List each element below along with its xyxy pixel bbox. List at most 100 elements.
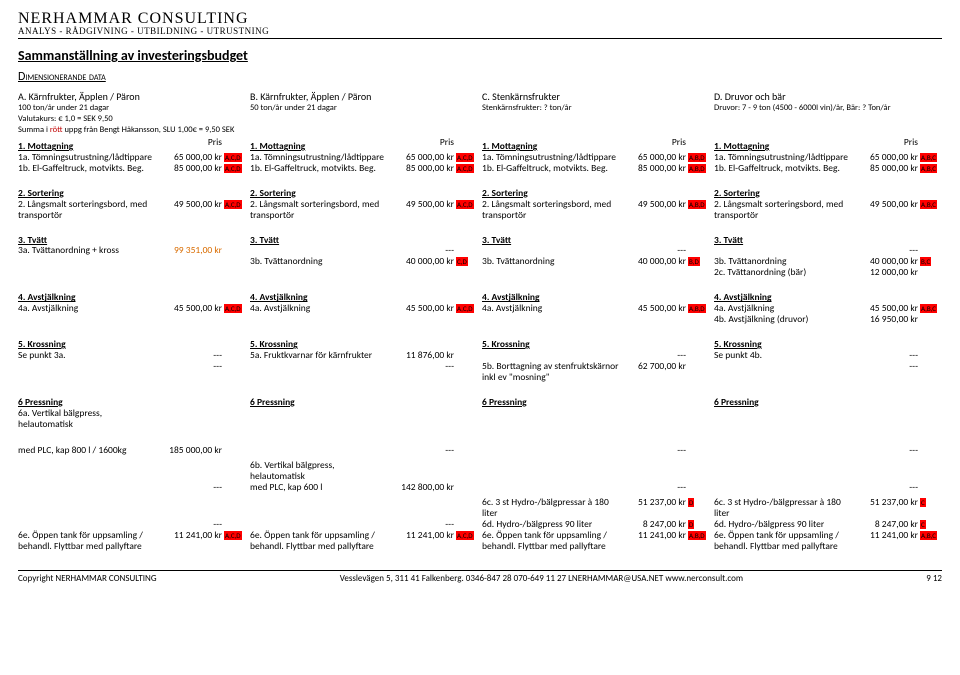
column-sub: Stenkärnsfrukter: ? ton/år: [482, 103, 710, 113]
cell-price: 45 500,00 kr: [392, 303, 454, 314]
column-head: A. Kärnfrukter, Äpplen / Päron: [18, 90, 246, 103]
cell-tag: [224, 256, 246, 257]
cell-tag: [456, 314, 478, 315]
section-head: 2. Sortering: [482, 188, 624, 199]
cell-text: 2. Långsmalt sorteringsbord, med transpo…: [714, 199, 856, 221]
cell-tag: A,C,D: [456, 530, 478, 540]
cell-text: 3b. Tvättanordning: [250, 256, 392, 267]
cell-tag: [456, 445, 478, 446]
cell-tag: A,B,C: [920, 152, 942, 162]
section-head: 2. Sortering: [714, 188, 856, 199]
cell-text: 4a. Avstjälkning: [18, 303, 160, 314]
cell-price: 49 500,00 kr: [160, 199, 222, 210]
column-head: C. Stenkärnsfrukter: [482, 90, 710, 103]
cell-tag: [456, 350, 478, 351]
cell-tag: [456, 245, 478, 246]
cell-tag: [920, 314, 942, 323]
column-head: D. Druvor och bär: [714, 90, 942, 103]
cell-tag: A,C,D: [456, 163, 478, 173]
cell-text: 4a. Avstjälkning: [250, 303, 392, 314]
cell-price: 45 500,00 kr: [160, 303, 222, 314]
cell-price: ---: [856, 361, 918, 372]
cell-text: Se punkt 3a.: [18, 350, 160, 361]
section-head: 2. Sortering: [250, 188, 392, 199]
page-title: Sammanställning av investeringsbudget: [18, 47, 942, 64]
footer-rule: [18, 570, 942, 571]
section-head: 2. Sortering: [18, 188, 160, 199]
cell-text: 5a. Fruktkvarnar för kärnfrukter: [250, 350, 392, 361]
cell-tag: [688, 314, 710, 315]
cell-text: 2. Långsmalt sorteringsbord, med transpo…: [250, 199, 392, 221]
cell-price: 40 000,00 kr: [392, 256, 454, 267]
cell-text: 4a. Avstjälkning: [482, 303, 624, 314]
cell-tag: [224, 408, 246, 409]
cell-text: 1a. Tömningsutrustning/lådtippare: [482, 152, 624, 163]
cell-price: ---: [624, 445, 686, 456]
cell-price: 62 700,00 kr: [624, 361, 686, 372]
column-headers: A. Kärnfrukter, Äpplen / Päron100 ton/år…: [18, 90, 942, 113]
cell-text: 2c. Tvättanordning (bär): [714, 267, 856, 278]
column-sub: 50 ton/år under 21 dagar: [250, 103, 478, 113]
cell-text: 6e. Öppen tank för uppsamling / behandl.…: [18, 530, 160, 552]
cell-price: 51 237,00 kr: [856, 497, 918, 508]
cell-tag: [224, 314, 246, 315]
cell-tag: A,C,D: [224, 303, 246, 313]
cell-price: 85 000,00 kr: [856, 163, 918, 174]
section-head: 3. Tvätt: [714, 235, 856, 246]
cell-tag: [688, 482, 710, 483]
cell-text: 5b. Borttagning av stenfruktskärnor inkl…: [482, 361, 624, 383]
cell-text: 6d. Hydro-/bälgpress 90 liter: [482, 519, 624, 530]
cell-tag: A,B,C: [920, 163, 942, 173]
column-sub: 100 ton/år under 21 dagar: [18, 103, 246, 113]
company-tagline: ANALYS - RÅDGIVNING - UTBILDNING - UTRUS…: [18, 26, 942, 36]
cell-price: 49 500,00 kr: [624, 199, 686, 210]
cell-tag: A,B,C: [920, 530, 942, 540]
column-sub: Druvor: 7 - 9 ton (4500 - 6000l vin)/år,…: [714, 103, 942, 113]
cell-tag: [688, 445, 710, 446]
cell-price: 11 241,00 kr: [160, 530, 222, 541]
cell-tag: [920, 408, 942, 409]
cell-text: 6c. 3 st Hydro-/bälgpressar à 180 liter: [714, 497, 856, 519]
cell-text: 1b. El-Gaffeltruck, motvikts. Beg.: [714, 163, 856, 174]
cell-tag: A,B,D: [688, 530, 710, 540]
column-head: B. Kärnfrukter, Äpplen / Päron: [250, 90, 478, 103]
cell-tag: A,C,D: [224, 163, 246, 173]
section-head: 1. Mottagning: [18, 141, 160, 152]
section-head: 6 Pressning: [482, 397, 624, 408]
cell-tag: [456, 482, 478, 491]
section-head: 4. Avstjälkning: [714, 292, 856, 303]
cell-price: 85 000,00 kr: [392, 163, 454, 174]
cell-price: 16 950,00 kr: [856, 314, 918, 325]
cell-tag: A,B,C: [920, 199, 942, 209]
section-head: 6 Pressning: [18, 397, 160, 408]
footer-right: 9 12: [926, 573, 942, 584]
cell-tag: A,C,D: [224, 199, 246, 209]
section-head: 6 Pressning: [714, 397, 856, 408]
cell-tag: [456, 408, 478, 409]
cell-text: med PLC, kap 600 l: [250, 482, 392, 493]
valutakurs: Valutakurs: € 1,0 = SEK 9,50: [18, 114, 942, 124]
section-head: 4. Avstjälkning: [18, 292, 160, 303]
cell-text: 2. Långsmalt sorteringsbord, med transpo…: [18, 199, 160, 221]
cell-tag: D: [688, 497, 710, 507]
cell-tag: A,C,D: [456, 152, 478, 162]
cell-price: 11 241,00 kr: [392, 530, 454, 541]
cell-price: 51 237,00 kr: [624, 497, 686, 508]
cell-tag: [920, 482, 942, 483]
cell-price: 85 000,00 kr: [160, 163, 222, 174]
cell-tag: [224, 460, 246, 461]
cell-tag: C: [920, 497, 942, 507]
section-head: 5. Krossning: [482, 339, 624, 350]
section-head: 5. Krossning: [18, 339, 160, 350]
cell-text: 1b. El-Gaffeltruck, motvikts. Beg.: [482, 163, 624, 174]
cell-tag: [456, 519, 478, 520]
cell-tag: [920, 460, 942, 461]
cell-text: 1b. El-Gaffeltruck, motvikts. Beg.: [18, 163, 160, 174]
cell-tag: [224, 445, 246, 454]
cell-price: ---: [392, 361, 454, 372]
section-head: 1. Mottagning: [482, 141, 624, 152]
cell-tag: [456, 267, 478, 268]
cell-tag: [688, 408, 710, 409]
footer-center: Vesslevägen 5, 311 41 Falkenberg. 0346-8…: [340, 573, 743, 584]
cell-text: 6e. Öppen tank för uppsamling / behandl.…: [482, 530, 624, 552]
